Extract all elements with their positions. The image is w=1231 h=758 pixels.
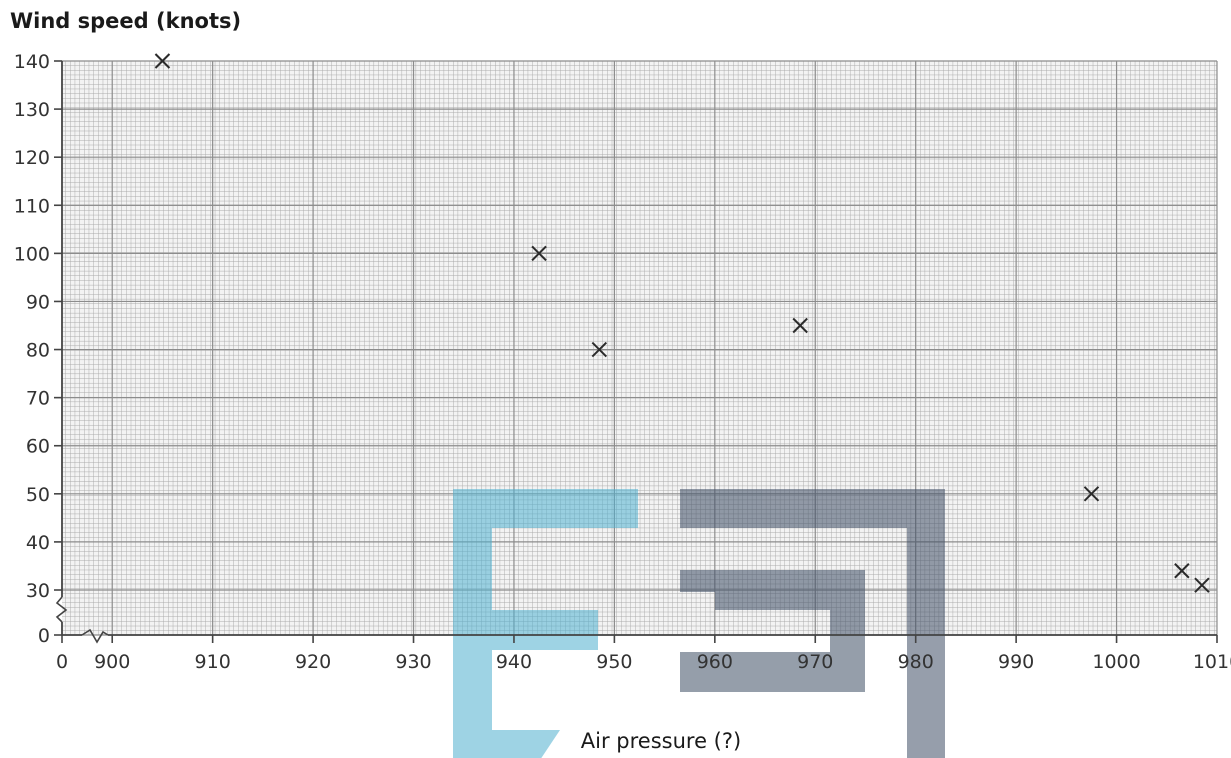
- y-tick-label: 40: [26, 532, 50, 554]
- x-axis-break: [81, 628, 109, 644]
- y-tick-label: 140: [14, 51, 50, 73]
- x-tick-label-zero: 0: [56, 651, 68, 673]
- y-tick-label: 80: [26, 340, 50, 362]
- y-axis-break: [55, 596, 68, 623]
- x-tick-label: 910: [195, 651, 231, 673]
- data-point: [1174, 563, 1190, 579]
- y-tick-label: 100: [14, 243, 50, 265]
- y-tick-label: 90: [26, 291, 50, 313]
- x-tick-label: 930: [395, 651, 431, 673]
- x-axis: 0 900 910 920 930 940 950 960 970 980 990 1000 1010: [56, 628, 1231, 673]
- y-tick-label: 130: [14, 99, 50, 121]
- plot-area: [62, 61, 1217, 635]
- x-tick-label: 1010: [1193, 651, 1231, 673]
- y-axis-label: Wind speed (knots): [10, 9, 241, 33]
- x-tick-label: 940: [496, 651, 532, 673]
- y-tick-label: 70: [26, 388, 50, 410]
- data-point: [1194, 577, 1210, 593]
- data-points: [154, 53, 1210, 593]
- x-tick-label: 920: [295, 651, 331, 673]
- x-tick-label: 900: [94, 651, 130, 673]
- y-tick-label: 120: [14, 147, 50, 169]
- watermark-dark-frame: [680, 489, 945, 758]
- data-point: [154, 53, 171, 69]
- watermark-dark-inner: [680, 570, 865, 692]
- data-point: [1083, 486, 1100, 502]
- x-tick-label: 980: [898, 651, 934, 673]
- x-tick-label: 1000: [1092, 651, 1140, 673]
- y-tick-label: 60: [26, 436, 50, 458]
- y-tick-label: 30: [26, 580, 50, 602]
- y-tick-label: 110: [14, 195, 50, 217]
- major-grid: [62, 60, 1218, 636]
- x-tick-label: 970: [797, 651, 833, 673]
- y-axis: 0 30 40 50 60 70 80 90 100 110 120 130 140: [14, 51, 68, 647]
- data-point: [792, 317, 808, 334]
- x-tick-label: 990: [998, 651, 1034, 673]
- watermark-logo: [453, 489, 945, 758]
- x-tick-label: 950: [596, 651, 632, 673]
- y-tick-label: 50: [26, 484, 50, 506]
- y-tick-label: 0: [38, 625, 50, 647]
- data-point: [591, 341, 608, 358]
- watermark-cyan-tail: [492, 730, 560, 758]
- x-axis-label: Air pressure (?): [581, 729, 741, 753]
- watermark-cyan-shape: [453, 489, 638, 758]
- x-tick-label: 960: [697, 651, 733, 673]
- data-point: [531, 245, 547, 262]
